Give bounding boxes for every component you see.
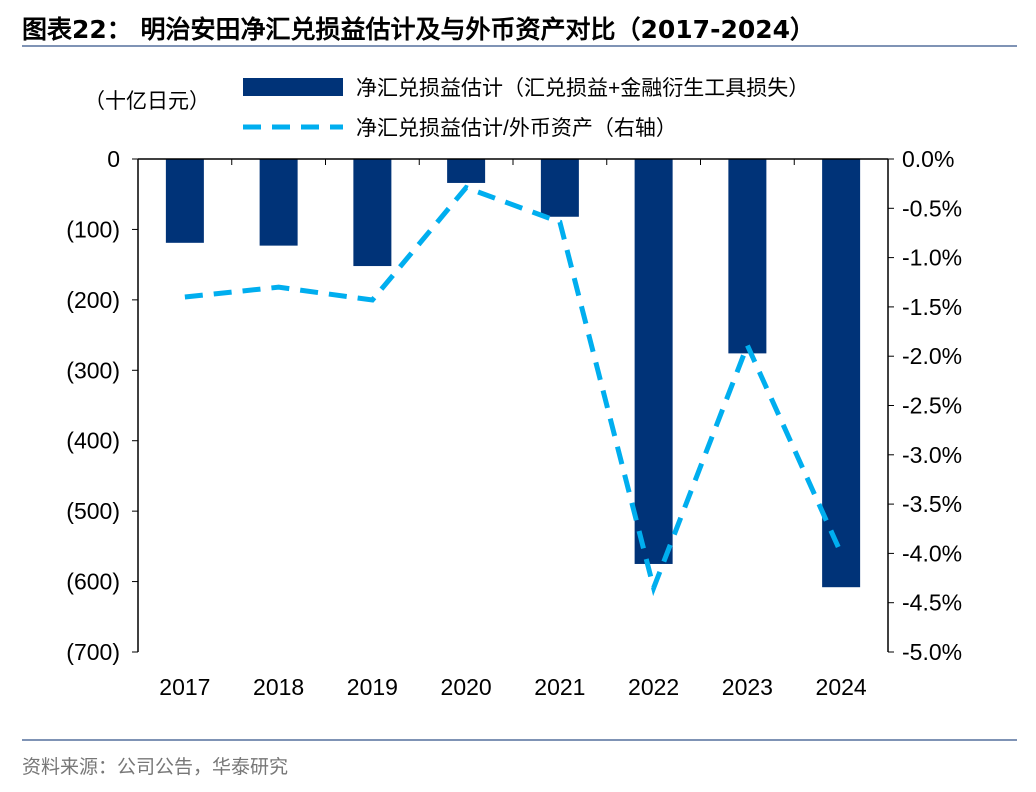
bar-2022: [634, 159, 673, 564]
left-tick-label: (700): [66, 639, 120, 665]
right-tick-label: -2.5%: [902, 393, 962, 419]
left-tick-label: (200): [66, 287, 120, 313]
bar-2017: [165, 159, 204, 243]
x-tick-label: 2022: [628, 674, 679, 700]
bar-2024: [822, 159, 861, 588]
x-tick-label: 2017: [159, 674, 210, 700]
right-tick-label: -3.0%: [902, 442, 962, 468]
legend-bar-label: 净汇兑损益估计（汇兑损益+金融衍生工具损失）: [356, 77, 809, 100]
x-tick-label: 2024: [816, 674, 867, 700]
right-tick-label: 0.0%: [902, 146, 954, 172]
bar-2023: [728, 159, 767, 354]
bar-2021: [540, 159, 579, 217]
left-tick-label: 0: [107, 146, 120, 172]
legend-bar-swatch: [243, 78, 343, 96]
right-tick-label: -4.5%: [902, 590, 962, 616]
figure-title: 图表22： 明治安田净汇兑损益估计及与外币资产对比（2017-2024）: [22, 15, 816, 44]
right-tick-label: -5.0%: [902, 639, 962, 665]
left-tick-label: (500): [66, 498, 120, 524]
source-note: 资料来源：公司公告，华泰研究: [22, 756, 289, 778]
x-tick-label: 2018: [253, 674, 304, 700]
left-tick-label: (100): [66, 216, 120, 242]
left-tick-label: (300): [66, 357, 120, 383]
left-unit-label: （十亿日元）: [84, 90, 210, 113]
right-tick-label: -1.0%: [902, 245, 962, 271]
legend-line-label: 净汇兑损益估计/外币资产（右轴）: [356, 117, 677, 140]
right-tick-label: -3.5%: [902, 491, 962, 517]
ratio-line: [184, 184, 844, 597]
bar-2018: [259, 159, 298, 246]
right-tick-label: -1.5%: [902, 294, 962, 320]
x-tick-label: 2020: [441, 674, 492, 700]
title-rule: [22, 45, 1017, 47]
right-tick-label: -0.5%: [902, 195, 962, 221]
right-tick-label: -2.0%: [902, 343, 962, 369]
bar-2019: [353, 159, 392, 267]
x-tick-label: 2019: [347, 674, 398, 700]
left-tick-label: (600): [66, 569, 120, 595]
x-tick-label: 2021: [534, 674, 585, 700]
bar-2020: [447, 159, 486, 183]
left-tick-label: (400): [66, 428, 120, 454]
footer-rule: [22, 739, 1017, 741]
right-tick-label: -4.0%: [902, 540, 962, 566]
x-tick-label: 2023: [722, 674, 773, 700]
